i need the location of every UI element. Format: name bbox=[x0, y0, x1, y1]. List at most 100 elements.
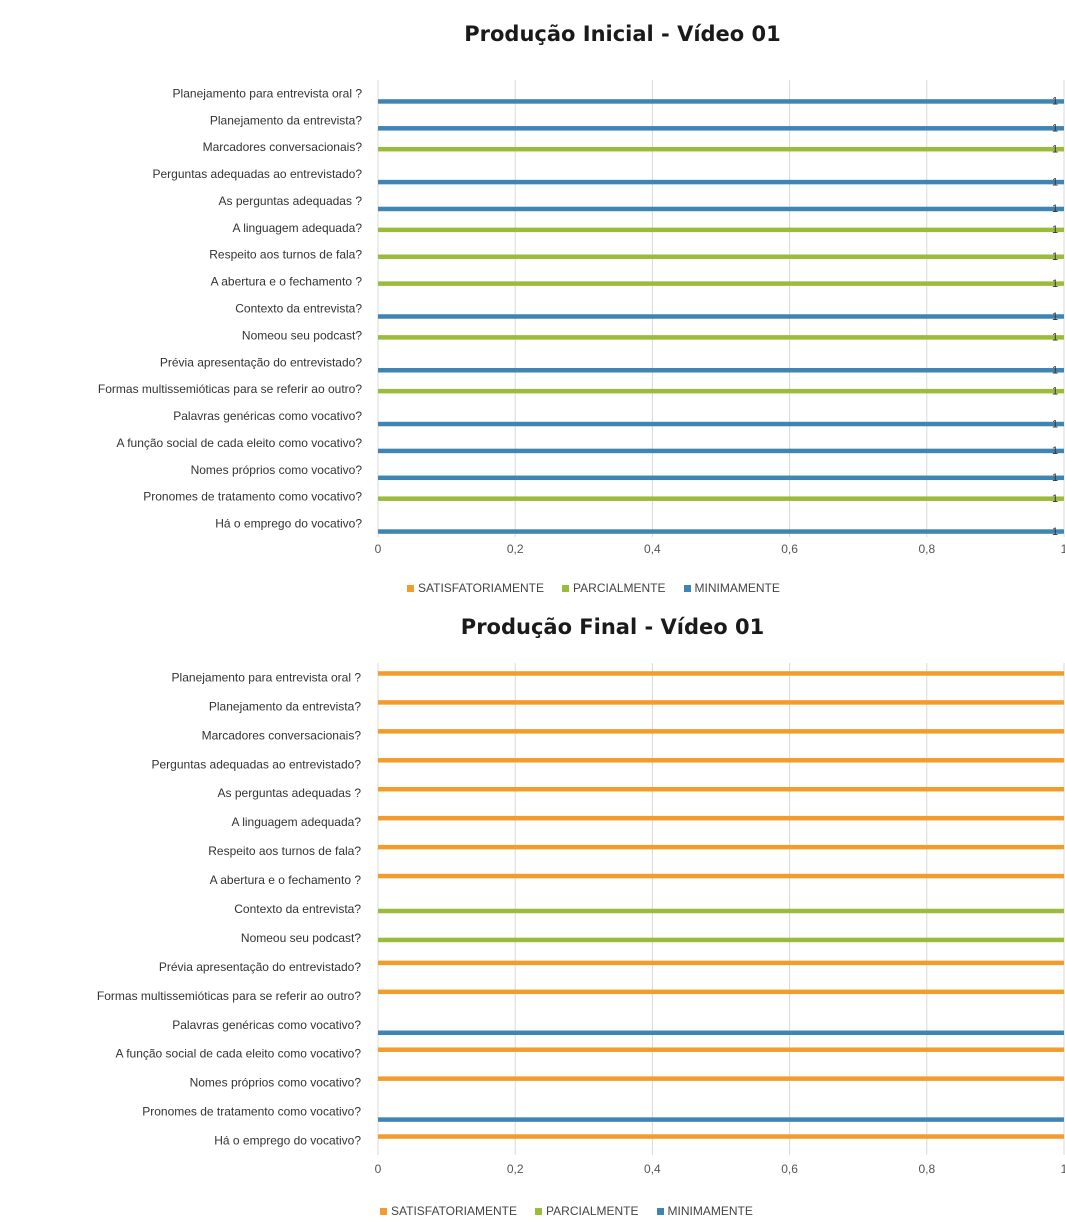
y-category-label: Perguntas adequadas ao entrevistado? bbox=[152, 757, 362, 771]
y-category-label: Nomeou seu podcast? bbox=[241, 931, 361, 945]
y-category-label: Pronomes de tratamento como vocativo? bbox=[142, 1105, 361, 1119]
chart-title: Produção Inicial - Vídeo 01 bbox=[464, 22, 781, 46]
y-category-label: Planejamento para entrevista oral ? bbox=[173, 86, 363, 100]
y-category-label: Palavras genéricas como vocativo? bbox=[172, 1018, 361, 1032]
bar-minimamente bbox=[378, 421, 1064, 427]
bar-satisfatoriamente bbox=[378, 786, 1064, 792]
x-tick-label: 0,6 bbox=[781, 1162, 798, 1176]
bar-minimamente bbox=[378, 529, 1064, 534]
bar-minimamente bbox=[378, 314, 1064, 319]
data-label: 1 bbox=[1052, 418, 1058, 430]
legend-item-satisfatoriamente: SATISFATORIAMENTE bbox=[380, 1204, 517, 1218]
legend-swatch bbox=[656, 1207, 664, 1215]
y-category-label: Prévia apresentação do entrevistado? bbox=[160, 355, 362, 369]
bar-satisfatoriamente bbox=[378, 758, 1064, 763]
legend-swatch bbox=[407, 584, 414, 592]
x-tick-label: 0,6 bbox=[781, 542, 798, 556]
chart-initial-production: Produção Inicial - Vídeo 01 0 0,2 0,4 0,6 0,… bbox=[0, 0, 1065, 605]
y-category-label: Planejamento da entrevista? bbox=[209, 699, 361, 713]
bar-minimamente bbox=[378, 475, 1064, 481]
data-label: 1 bbox=[1052, 123, 1058, 135]
legend-item-parcialmente: PARCIALMENTE bbox=[535, 1204, 639, 1218]
bar-parcialmente bbox=[378, 281, 1064, 286]
data-label: 1 bbox=[1052, 365, 1058, 377]
legend-item-minimamente: MINIMAMENTE bbox=[656, 1204, 753, 1218]
y-category-label: Há o emprego do vocativo? bbox=[215, 517, 362, 531]
data-label: 1 bbox=[1052, 251, 1058, 263]
bar-satisfatoriamente bbox=[378, 844, 1064, 850]
data-label: 1 bbox=[1052, 445, 1058, 457]
y-category-label: Nomes próprios como vocativo? bbox=[191, 463, 363, 477]
y-category-label: Nomeou seu podcast? bbox=[242, 328, 362, 342]
legend-swatch bbox=[535, 1207, 543, 1215]
bar-satisfatoriamente bbox=[378, 960, 1064, 966]
bar-satisfatoriamente bbox=[378, 1134, 1064, 1139]
y-category-label: A abertura e o fechamento ? bbox=[210, 873, 362, 887]
legend-label: PARCIALMENTE bbox=[573, 581, 666, 595]
x-tick-label: 0,2 bbox=[507, 542, 524, 556]
legend-swatch bbox=[380, 1207, 387, 1215]
data-label: 1 bbox=[1052, 278, 1058, 290]
legend-item-minimamente: MINIMAMENTE bbox=[683, 581, 780, 595]
data-label: 1 bbox=[1052, 311, 1058, 323]
bar-parcialmente bbox=[378, 388, 1064, 394]
data-label: 1 bbox=[1052, 526, 1058, 538]
x-tick-label: 0,4 bbox=[644, 542, 661, 556]
x-tick-label: 0,2 bbox=[507, 1162, 524, 1176]
y-category-label: Formas multissemióticas para se referir … bbox=[98, 382, 362, 396]
bar-minimamente bbox=[378, 206, 1064, 212]
bar-satisfatoriamente bbox=[378, 1076, 1064, 1081]
bar-plot: 0 0,2 0,4 0,6 0,8 1 Planejamento para entrevis… bbox=[98, 80, 1065, 556]
bar-satisfatoriamente bbox=[378, 1047, 1064, 1052]
bar-satisfatoriamente bbox=[378, 989, 1064, 995]
bar-plot: 0 0,2 0,4 0,6 0,8 1 Planejamento para entrevis… bbox=[97, 663, 1065, 1176]
y-category-label: A linguagem adequada? bbox=[233, 221, 363, 235]
bar-parcialmente bbox=[378, 335, 1064, 340]
legend: SATISFATORIAMENTE PARCIALMENTE MINIMAMEN… bbox=[380, 1204, 753, 1218]
y-category-label: As perguntas adequadas ? bbox=[218, 786, 362, 800]
bar-parcialmente bbox=[378, 908, 1064, 914]
y-category-label: Nomes próprios como vocativo? bbox=[190, 1076, 362, 1090]
y-category-label: Planejamento da entrevista? bbox=[210, 113, 362, 127]
bar-satisfatoriamente bbox=[378, 873, 1064, 879]
x-tick-label: 0,4 bbox=[644, 1162, 661, 1176]
y-category-label: A linguagem adequada? bbox=[232, 815, 362, 829]
legend-label: MINIMAMENTE bbox=[667, 1204, 753, 1218]
legend-item-satisfatoriamente: SATISFATORIAMENTE bbox=[407, 581, 544, 595]
legend-label: SATISFATORIAMENTE bbox=[391, 1204, 518, 1218]
bar-parcialmente bbox=[378, 227, 1064, 233]
legend: SATISFATORIAMENTE PARCIALMENTE MINIMAMEN… bbox=[407, 581, 780, 595]
y-category-label: Marcadores conversacionais? bbox=[202, 728, 362, 742]
bar-parcialmente bbox=[378, 937, 1064, 943]
bar-parcialmente bbox=[378, 496, 1064, 501]
bar-parcialmente bbox=[378, 146, 1064, 152]
y-category-label: Contexto da entrevista? bbox=[235, 302, 362, 316]
y-category-label: Perguntas adequadas ao entrevistado? bbox=[153, 167, 363, 181]
y-category-label: A abertura e o fechamento ? bbox=[211, 275, 363, 289]
y-category-label: Prévia apresentação do entrevistado? bbox=[159, 960, 361, 974]
data-label: 1 bbox=[1052, 176, 1058, 188]
bar-minimamente bbox=[378, 448, 1064, 454]
y-category-label: Há o emprego do vocativo? bbox=[214, 1134, 361, 1148]
data-label: 1 bbox=[1052, 385, 1058, 397]
data-label: 1 bbox=[1052, 143, 1058, 155]
y-category-label: Marcadores conversacionais? bbox=[203, 140, 363, 154]
x-tick-label: 0,8 bbox=[918, 1162, 935, 1176]
x-tick-label: 0,8 bbox=[918, 542, 935, 556]
y-category-label: A função social de cada eleito como voca… bbox=[116, 1047, 362, 1061]
legend-label: PARCIALMENTE bbox=[546, 1204, 639, 1218]
data-label: 1 bbox=[1052, 332, 1058, 344]
bar-satisfatoriamente bbox=[378, 729, 1064, 734]
bar-minimamente bbox=[378, 1117, 1064, 1122]
legend-label: MINIMAMENTE bbox=[694, 581, 780, 595]
bar-minimamente bbox=[378, 99, 1064, 104]
chart-final-production: Produção Final - Vídeo 01 0 0,2 0,4 0,6 0,8 1… bbox=[0, 605, 1065, 1222]
data-label: 1 bbox=[1052, 224, 1058, 236]
y-category-label: Formas multissemióticas para se referir … bbox=[97, 989, 361, 1003]
data-label: 1 bbox=[1052, 96, 1058, 108]
x-tick-label: 1 bbox=[1061, 542, 1065, 556]
bar-parcialmente bbox=[378, 254, 1064, 259]
y-category-label: As perguntas adequadas ? bbox=[219, 194, 363, 208]
y-category-label: Respeito aos turnos de fala? bbox=[208, 844, 361, 858]
bar-minimamente bbox=[378, 368, 1064, 373]
